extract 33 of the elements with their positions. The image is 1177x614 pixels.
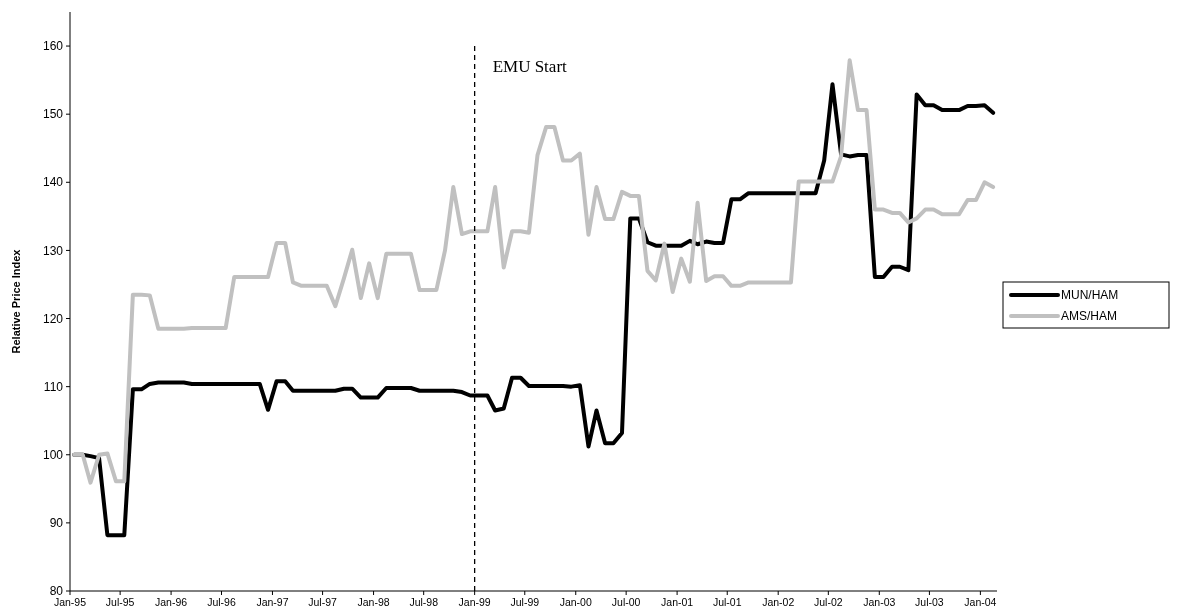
x-tick-label: Jan-04	[964, 596, 997, 608]
y-tick-label: 110	[43, 379, 64, 394]
y-tick-label: 80	[49, 584, 64, 599]
y-tick-label: 150	[42, 107, 64, 122]
x-tick-label: Jan-00	[559, 596, 592, 608]
y-tick-label: 100	[42, 447, 64, 462]
y-tick-label: 160	[42, 39, 64, 54]
x-tick-label: Jan-99	[458, 596, 491, 608]
x-tick-label: Jan-96	[155, 596, 188, 608]
ref-line-label: EMU Start	[492, 57, 568, 76]
x-tick-label: Jan-95	[53, 596, 87, 608]
y-tick-label: 90	[49, 516, 64, 531]
x-tick-label: Jan-03	[863, 596, 896, 608]
x-tick-label: Jan-97	[256, 596, 289, 608]
x-tick-label: Jul-01	[712, 596, 742, 608]
x-tick-label: Jan-98	[357, 596, 390, 608]
x-tick-label: Jul-99	[510, 596, 540, 608]
x-tick-label: Jul-96	[207, 596, 236, 608]
x-tick-label: Jul-95	[105, 596, 135, 608]
y-tick-label: 140	[42, 175, 64, 190]
legend-label: MUN/HAM	[1061, 288, 1119, 303]
x-tick-label: Jul-00	[611, 596, 641, 608]
legend-label: AMS/HAM	[1061, 309, 1118, 324]
x-tick-label: Jul-02	[814, 596, 843, 608]
line-series	[72, 58, 996, 485]
x-tick-label: Jul-03	[915, 596, 944, 608]
x-tick-label: Jul-98	[409, 596, 439, 608]
x-tick-label: Jan-01	[661, 596, 694, 608]
y-axis-title: Relative Price Index	[10, 248, 22, 354]
y-tick-label: 130	[42, 243, 64, 258]
x-tick-label: Jul-97	[308, 596, 338, 608]
x-tick-label: Jan-02	[762, 596, 795, 608]
y-tick-label: 120	[42, 311, 64, 326]
